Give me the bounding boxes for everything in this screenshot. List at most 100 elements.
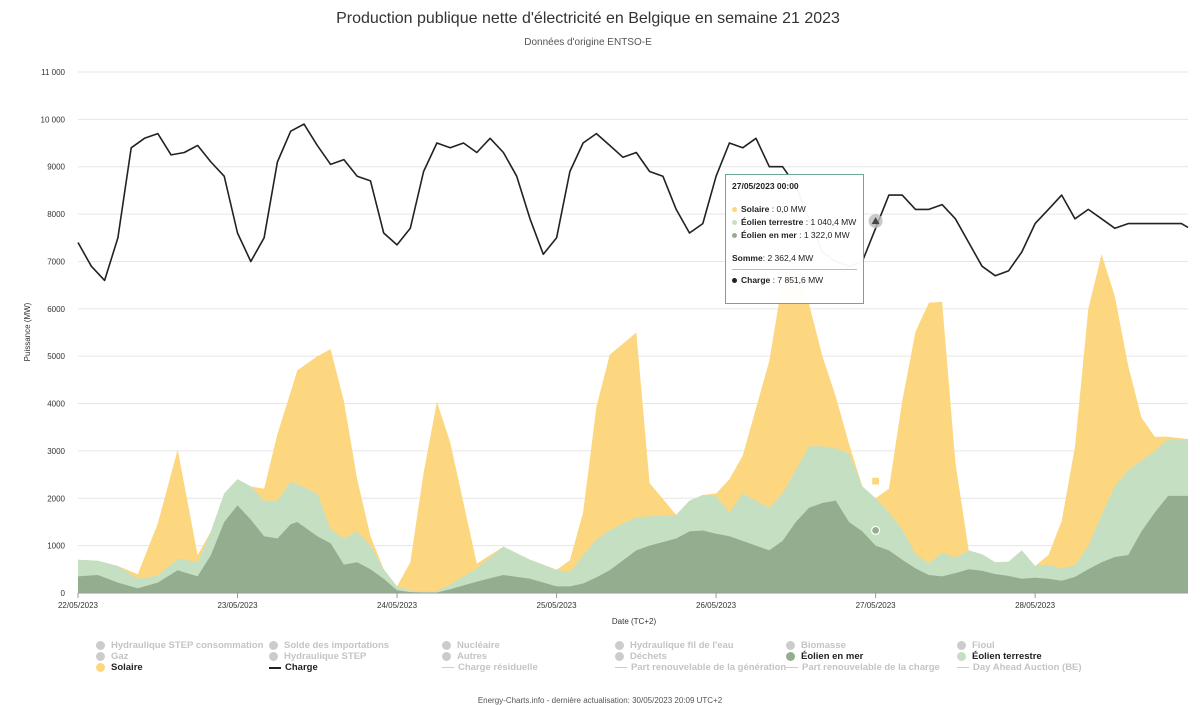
- legend-label: Déchets: [630, 651, 667, 662]
- y-tick-label: 2000: [47, 494, 65, 503]
- legend-label: Part renouvelable de la génération: [631, 662, 787, 673]
- tooltip-row-mer: Éolien en mer : 1 322,0 MW: [732, 230, 857, 240]
- legend-label: Solaire: [111, 662, 143, 673]
- x-axis-label: Date (TC+2): [612, 617, 657, 626]
- legend-item-hydro-step[interactable]: Hydraulique STEP: [269, 651, 366, 662]
- x-tick-label: 25/05/2023: [537, 601, 578, 610]
- chart-title: Production publique nette d'électricité …: [336, 10, 840, 27]
- legend-item-biomasse[interactable]: Biomasse: [786, 640, 846, 651]
- x-tick-label: 27/05/2023: [856, 601, 897, 610]
- y-tick-label: 3000: [47, 447, 65, 456]
- legend-dot-icon: [96, 663, 105, 672]
- legend-item-charge-residuelle[interactable]: Charge résiduelle: [442, 662, 538, 673]
- tooltip-row-terrestre: Éolien terrestre : 1 040,4 MW: [732, 217, 857, 227]
- stacked-areas: [78, 254, 1188, 594]
- legend-item-gaz[interactable]: Gaz: [96, 651, 128, 662]
- legend-dot-icon: [957, 652, 966, 661]
- legend-item-nucleaire[interactable]: Nucléaire: [442, 640, 500, 651]
- x-tick-label: 23/05/2023: [217, 601, 258, 610]
- charge-dot-icon: [732, 278, 737, 284]
- legend-dot-icon: [269, 641, 278, 650]
- legend-item-eolien-mer[interactable]: Éolien en mer: [786, 651, 863, 662]
- legend-label: Biomasse: [801, 640, 846, 651]
- legend-item-solaire[interactable]: Solaire: [96, 662, 143, 673]
- legend-label: Charge résiduelle: [458, 662, 538, 673]
- legend-label: Hydraulique STEP consommation: [111, 640, 264, 651]
- hover-markers: [868, 214, 883, 535]
- legend-label: Part renouvelable de la charge: [802, 662, 940, 673]
- legend-dot-icon: [442, 641, 451, 650]
- tooltip-solaire-value: : 0,0 MW: [769, 204, 806, 214]
- legend-label: Day Ahead Auction (BE): [973, 662, 1082, 673]
- y-tick-label: 7000: [47, 257, 65, 266]
- legend-dot-icon: [96, 652, 105, 661]
- tooltip-charge-label: Charge: [741, 275, 771, 285]
- x-tick-label: 22/05/2023: [58, 601, 99, 610]
- tooltip-sum: Somme: 2 362,4 MW: [732, 253, 857, 263]
- x-tick-label: 28/05/2023: [1015, 601, 1056, 610]
- marker-solaire: [871, 476, 881, 486]
- legend-item-hydro-fil-eau[interactable]: Hydraulique fil de l'eau: [615, 640, 734, 651]
- legend-dot-icon: [786, 641, 795, 650]
- legend-dot-icon: [96, 641, 105, 650]
- legend-label: Hydraulique fil de l'eau: [630, 640, 734, 651]
- legend-item-eolien-terrestre[interactable]: Éolien terrestre: [957, 651, 1042, 662]
- legend-line-icon: [442, 667, 454, 668]
- y-tick-label: 11 000: [41, 68, 65, 77]
- legend-label: Gaz: [111, 651, 129, 662]
- tooltip-solaire-label: Solaire: [741, 204, 770, 214]
- tooltip-sum-label: Somme: [732, 253, 763, 263]
- legend-label: Charge: [285, 662, 318, 673]
- legend-dot-icon: [615, 652, 624, 661]
- legend-dot-icon: [442, 652, 451, 661]
- y-tick-label: 10 000: [41, 115, 66, 124]
- legend-item-charge[interactable]: Charge: [269, 662, 318, 673]
- legend-item-part-renouvelable-charge[interactable]: Part renouvelable de la charge: [786, 662, 940, 673]
- legend-label: Fioul: [972, 640, 995, 651]
- solaire-dot-icon: [732, 207, 737, 213]
- tooltip-charge-value: : 7 851,6 MW: [770, 275, 824, 285]
- y-axis-label: Puissance (MW): [23, 302, 32, 361]
- y-tick-label: 8000: [47, 210, 65, 219]
- y-tick-label: 0: [61, 589, 66, 598]
- tooltip-mer-value: : 1 322,0 MW: [796, 230, 850, 240]
- legend-line-icon: [786, 667, 798, 668]
- legend-item-day-ahead-auction[interactable]: Day Ahead Auction (BE): [957, 662, 1082, 673]
- marker-eolien: [871, 525, 881, 535]
- area-solaire: [78, 254, 1188, 594]
- hover-tooltip: 27/05/2023 00:00 Solaire : 0,0 MW Éolien…: [725, 174, 864, 304]
- area-eolien-terrestre: [78, 439, 1188, 593]
- legend-dot-icon: [957, 641, 966, 650]
- mer-dot-icon: [732, 233, 737, 239]
- legend-line-icon: [269, 666, 281, 669]
- legend-label: Autres: [457, 651, 488, 662]
- y-tick-label: 5000: [47, 352, 65, 361]
- legend-dot-icon: [269, 652, 278, 661]
- tooltip-date: 27/05/2023 00:00: [732, 181, 799, 191]
- legend-label: Éolien en mer: [801, 651, 864, 662]
- legend-item-solde-importations[interactable]: Solde des importations: [269, 640, 389, 651]
- charge-line: [77, 123, 1189, 282]
- legend-line-icon: [957, 667, 969, 668]
- tooltip-row-solaire: Solaire : 0,0 MW: [732, 204, 857, 214]
- y-tick-label: 4000: [47, 400, 65, 409]
- footer-credit: Energy-Charts.info - dernière actualisat…: [477, 696, 723, 705]
- legend-item-autres[interactable]: Autres: [442, 651, 487, 662]
- tooltip-sum-value: : 2 362,4 MW: [762, 253, 814, 263]
- tooltip-divider: [732, 269, 857, 270]
- legend-item-part-renouvelable-generation[interactable]: Part renouvelable de la génération: [615, 662, 786, 673]
- legend-label: Éolien terrestre: [972, 651, 1042, 662]
- y-tick-label: 9000: [47, 163, 65, 172]
- y-tick-label: 6000: [47, 305, 65, 314]
- charge-line-group: [77, 123, 1189, 282]
- axes: 0 1000 2000 3000 4000 5000 6000 7000 8000 9000 10 …: [41, 68, 1188, 610]
- y-tick-label: 1000: [47, 542, 65, 551]
- tooltip-mer-label: Éolien en mer: [741, 230, 797, 240]
- legend-item-dechets[interactable]: Déchets: [615, 651, 667, 662]
- legend-item-fioul[interactable]: Fioul: [957, 640, 995, 651]
- legend-label: Solde des importations: [284, 640, 390, 651]
- legend-line-icon: [615, 667, 627, 668]
- legend-item-hydro-step-consommation[interactable]: Hydraulique STEP consommation: [96, 640, 263, 651]
- area-eolien-en-mer: [78, 495, 1188, 593]
